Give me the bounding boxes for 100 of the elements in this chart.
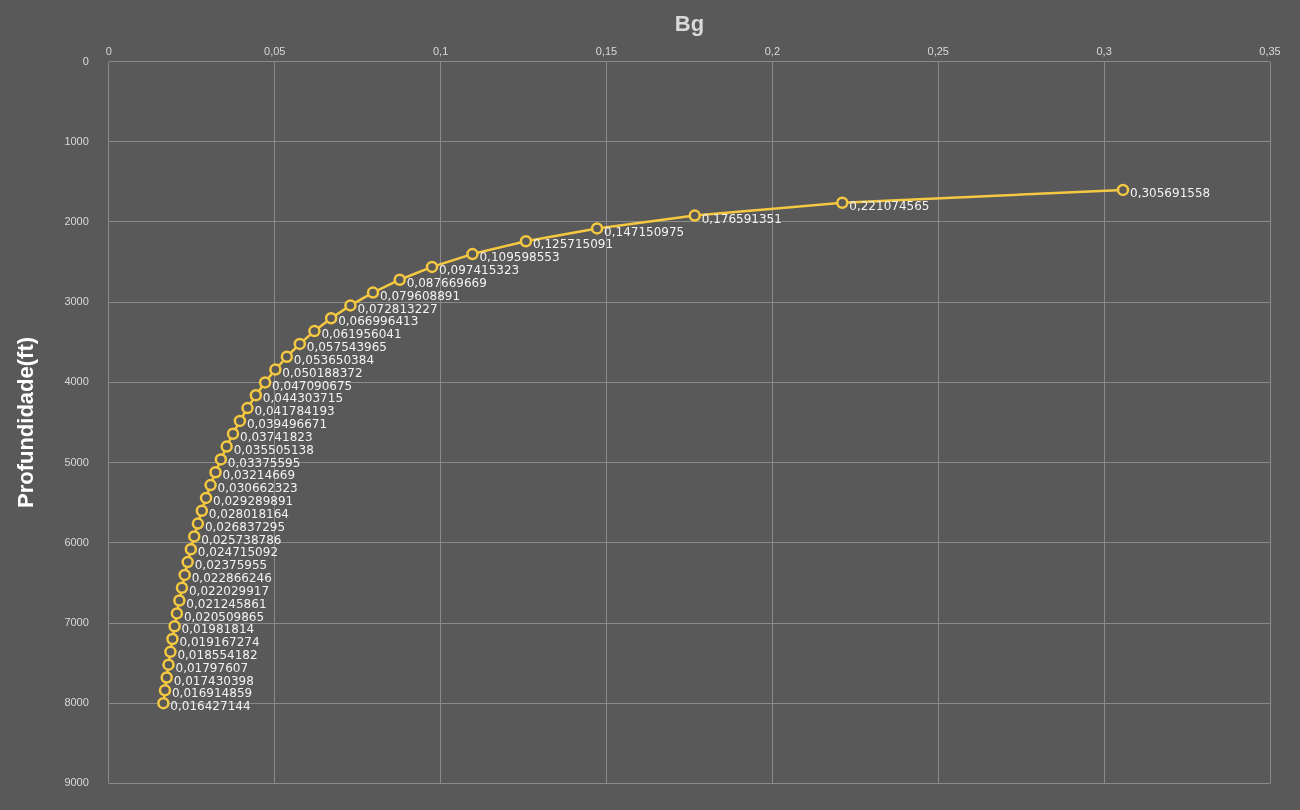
point [280, 350, 294, 363]
annotation: 0,061956041 [321, 327, 402, 342]
annotation: 0,016914859 [171, 686, 253, 701]
annotation: 0,039496671 [246, 417, 328, 432]
annotation: 0,305691558 [1130, 186, 1211, 201]
point [164, 645, 177, 659]
point [157, 696, 170, 710]
annotation: 0,01981814 [181, 622, 255, 637]
point [258, 376, 272, 389]
point [519, 235, 533, 248]
x-tick-label: 0,1 [432, 45, 449, 58]
point [191, 517, 205, 530]
x-tick-label: 0,25 [927, 45, 949, 58]
annotation: 0,018554182 [177, 648, 258, 662]
point [226, 427, 240, 440]
point [160, 671, 173, 684]
annotation: 0,03741823 [240, 429, 313, 444]
point [166, 632, 179, 646]
annotation: 0,030662323 [217, 481, 298, 496]
point [233, 414, 247, 428]
annotation: 0,109598553 [479, 250, 560, 265]
annotation: 0,041784193 [254, 404, 335, 419]
annotation: 0,057543965 [306, 340, 387, 355]
annotation: 0,147150975 [604, 224, 685, 239]
point [184, 542, 198, 556]
point [688, 209, 701, 222]
annotation: 0,020509865 [183, 609, 265, 624]
y-tick-label: 3000 [64, 295, 89, 308]
annotation: 0,087669669 [406, 275, 487, 290]
annotation: 0,02375955 [194, 558, 268, 573]
x-tick-label: 0,05 [264, 45, 286, 58]
annotation: 0,01797607 [175, 660, 249, 675]
point [168, 619, 181, 633]
point [209, 465, 222, 479]
annotation: 0,03214669 [222, 468, 296, 483]
annotation: 0,221074565 [849, 198, 930, 213]
point [324, 311, 338, 325]
point [220, 440, 233, 453]
x-tick-label: 0,15 [595, 45, 618, 58]
point [158, 684, 172, 697]
y-tick-label: 9000 [64, 776, 89, 789]
x-tick-label: 0 [105, 45, 112, 58]
annotation: 0,022866246 [191, 571, 272, 586]
annotation: 0,021245861 [186, 596, 267, 611]
point [162, 658, 175, 671]
annotation: 0,029289891 [213, 494, 294, 509]
point [195, 504, 209, 517]
y-tick-label: 7000 [64, 616, 89, 629]
point [425, 260, 439, 274]
point [1116, 183, 1130, 197]
point [466, 247, 479, 261]
point [293, 337, 307, 351]
annotation: 0,079608891 [379, 288, 461, 303]
annotation: 0,019167274 [179, 635, 260, 650]
annotation: 0,097415323 [439, 263, 520, 278]
annotation: 0,028018164 [208, 506, 289, 521]
point [175, 581, 189, 594]
x-tick-label: 0,35 [1259, 45, 1281, 58]
point [366, 286, 380, 299]
y-tick-label: 2000 [64, 215, 89, 228]
annotation: 0,016427144 [170, 699, 251, 714]
point [393, 273, 406, 286]
y-tick-label: 6000 [64, 535, 89, 548]
point [836, 196, 849, 209]
point [170, 607, 184, 620]
point [249, 388, 263, 402]
x-tick-label: 0,3 [1096, 45, 1112, 58]
point [199, 491, 213, 505]
annotation: 0,026837295 [204, 519, 286, 534]
y-axis-title: Profundidade(ft) [13, 336, 39, 509]
annotation: 0,176591351 [701, 211, 782, 226]
annotation: 0,047090675 [272, 378, 353, 393]
annotation: 0,022029917 [188, 583, 270, 598]
y-tick-label: 4000 [64, 375, 89, 388]
point [241, 401, 254, 415]
point [214, 453, 228, 466]
annotation: 0,025738786 [201, 532, 282, 547]
point [173, 594, 186, 607]
y-tick-label: 1000 [64, 134, 89, 147]
point [308, 324, 321, 338]
point [188, 530, 201, 543]
point [181, 555, 194, 569]
annotation: 0,035505138 [233, 442, 314, 457]
point [178, 568, 191, 582]
x-tick-label: 0,2 [764, 45, 781, 58]
annotation: 0,050188372 [282, 365, 363, 380]
annotation: 0,024715092 [197, 545, 279, 560]
point [269, 363, 282, 376]
y-tick-label: 0 [82, 54, 89, 67]
y-tick-label: 8000 [64, 696, 89, 709]
annotation: 0,066996413 [338, 314, 419, 329]
y-tick-label: 5000 [64, 455, 89, 468]
annotation: 0,03375595 [227, 455, 301, 470]
annotation: 0,044303715 [262, 391, 344, 406]
x-axis-title: Bg [674, 11, 705, 37]
annotation: 0,125715091 [532, 237, 614, 252]
point [204, 478, 217, 492]
annotation: 0,017430398 [173, 673, 254, 688]
annotation: 0,053650384 [293, 352, 375, 367]
annotation: 0,072813227 [357, 301, 438, 316]
